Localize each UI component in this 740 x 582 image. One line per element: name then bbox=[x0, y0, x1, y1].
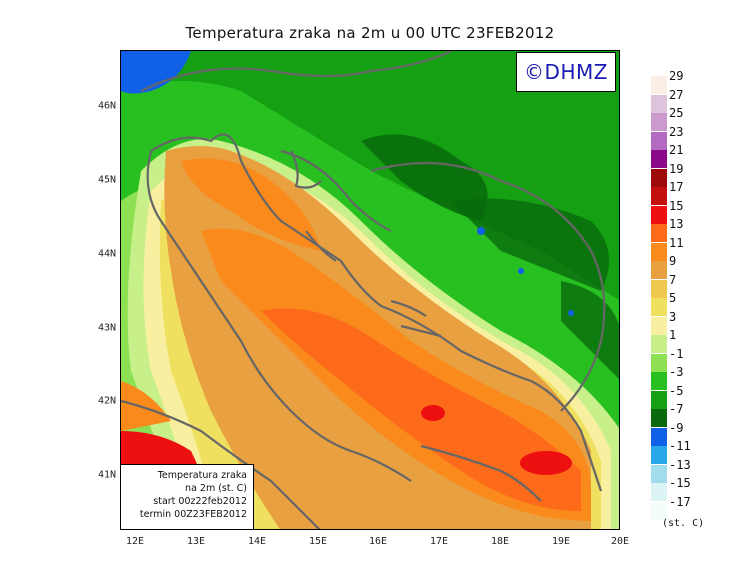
lat-label: 43N bbox=[97, 322, 116, 334]
field-orange-southwest bbox=[121, 381, 171, 431]
legend-label: 25 bbox=[669, 106, 684, 120]
legend-label: 13 bbox=[669, 217, 684, 231]
dhmz-logo: ©DHMZ bbox=[516, 52, 616, 92]
coast-albania bbox=[420, 444, 542, 502]
border-inland-2 bbox=[370, 161, 606, 412]
legend-swatch bbox=[651, 76, 667, 94]
legend-swatch bbox=[651, 409, 667, 427]
legend-label: 9 bbox=[669, 254, 677, 268]
island-3 bbox=[400, 324, 442, 338]
island-1 bbox=[305, 230, 337, 262]
lat-label: 45N bbox=[97, 174, 116, 186]
legend-label: 27 bbox=[669, 87, 684, 102]
field-cold-spot-3 bbox=[568, 310, 574, 316]
info-box: Temperatura zraka na 2m (st. C) start 00… bbox=[120, 464, 254, 530]
legend-label: 17 bbox=[669, 180, 684, 194]
legend-swatch bbox=[651, 316, 667, 335]
border-inland-1 bbox=[280, 149, 392, 232]
coast-italy-south bbox=[121, 399, 321, 529]
legend-label: -3 bbox=[669, 365, 684, 379]
legend-swatch bbox=[651, 483, 667, 501]
legend-label: 15 bbox=[669, 198, 684, 213]
legend-label: -11 bbox=[669, 439, 691, 453]
legend-swatch bbox=[651, 390, 667, 409]
field-orange-red bbox=[261, 308, 581, 511]
legend-label: 23 bbox=[669, 124, 684, 139]
info-line-3: start 00z22feb2012 bbox=[153, 496, 247, 507]
legend-label: 19 bbox=[669, 161, 684, 176]
legend-swatch bbox=[651, 446, 667, 464]
legend-swatch bbox=[651, 242, 667, 261]
legend-swatch bbox=[651, 372, 667, 390]
legend-label: 3 bbox=[669, 309, 677, 324]
legend-swatch bbox=[651, 131, 667, 150]
lon-label: 17E bbox=[429, 536, 449, 547]
lon-label: 12E bbox=[125, 536, 145, 547]
legend-label: 5 bbox=[669, 291, 677, 305]
lat-label: 46N bbox=[97, 100, 116, 112]
info-line-2: na 2m (st. C) bbox=[185, 483, 247, 494]
legend-label: 7 bbox=[669, 272, 677, 287]
legend-label: -5 bbox=[669, 383, 684, 398]
info-line-4: termin 00Z23FEB2012 bbox=[139, 509, 247, 520]
lon-label: 15E bbox=[308, 536, 328, 547]
field-red-spot-2 bbox=[520, 451, 572, 475]
legend-swatch bbox=[651, 261, 667, 279]
coast-east-adriatic bbox=[150, 133, 603, 492]
field-red-spot-1 bbox=[421, 405, 445, 421]
temperature-field bbox=[121, 51, 619, 529]
lon-label: 18E bbox=[490, 536, 510, 547]
lon-label: 14E bbox=[247, 536, 267, 547]
info-line-1: Temperatura zraka bbox=[157, 470, 247, 481]
legend-label: -17 bbox=[669, 494, 691, 509]
coast-west-adriatic bbox=[146, 150, 412, 482]
istria bbox=[290, 150, 322, 189]
lon-label: 20E bbox=[610, 536, 630, 547]
legend-label: 11 bbox=[669, 235, 684, 250]
legend-swatch bbox=[651, 335, 667, 353]
field-cold-spot-2 bbox=[518, 268, 524, 274]
island-2 bbox=[390, 299, 427, 317]
temperature-map bbox=[120, 50, 620, 530]
legend-label: -15 bbox=[669, 476, 691, 490]
legend-swatch bbox=[651, 113, 667, 131]
legend-swatch bbox=[651, 150, 667, 168]
legend-label: 1 bbox=[669, 328, 677, 342]
legend-swatch bbox=[651, 298, 667, 316]
legend-label: -9 bbox=[669, 420, 684, 435]
legend-swatch bbox=[651, 501, 667, 520]
legend-swatch bbox=[651, 427, 667, 446]
lat-label: 41N bbox=[97, 469, 116, 481]
legend-label: -1 bbox=[669, 346, 684, 361]
legend-units: (st. C) bbox=[662, 518, 705, 529]
legend-label: -13 bbox=[669, 457, 691, 472]
lon-label: 19E bbox=[551, 536, 571, 547]
legend-swatch bbox=[651, 353, 667, 372]
lon-label: 16E bbox=[368, 536, 388, 547]
legend-swatch bbox=[651, 224, 667, 242]
legend-label: -7 bbox=[669, 402, 684, 416]
map-title: Temperatura zraka na 2m u 00 UTC 23FEB20… bbox=[185, 24, 555, 42]
field-cold-spot-1 bbox=[477, 227, 485, 235]
legend-label: 21 bbox=[669, 143, 684, 157]
field-cold-blue bbox=[121, 51, 191, 94]
lon-label: 13E bbox=[186, 536, 206, 547]
legend-swatch bbox=[651, 205, 667, 224]
legend-swatch bbox=[651, 279, 667, 298]
legend-swatch bbox=[651, 464, 667, 483]
legend-swatch bbox=[651, 187, 667, 205]
lat-label: 44N bbox=[97, 248, 116, 260]
legend-swatch bbox=[651, 94, 667, 113]
field-dark-green-1 bbox=[361, 134, 488, 221]
lat-label: 42N bbox=[97, 395, 116, 407]
legend-label: 29 bbox=[669, 69, 684, 83]
coastlines bbox=[121, 51, 606, 529]
border-north bbox=[140, 51, 452, 92]
legend-swatch bbox=[651, 168, 667, 187]
field-orange-north bbox=[181, 158, 321, 251]
